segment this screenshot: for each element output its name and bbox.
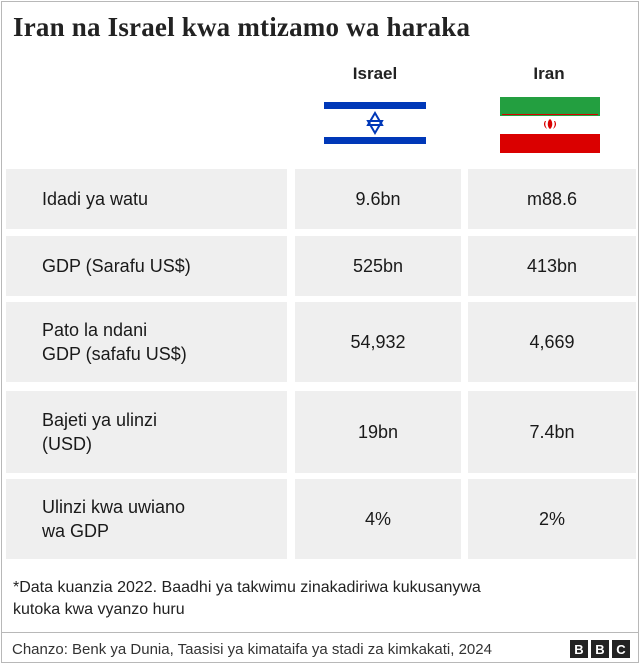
- table-row: Ulinzi kwa uwiano wa GDP 4% 2%: [6, 479, 636, 559]
- bbc-logo: B B C: [570, 640, 630, 658]
- logo-letter: C: [612, 640, 630, 658]
- table-row: Idadi ya watu 9.6bn m88.6: [6, 169, 636, 229]
- israel-value: 54,932: [295, 302, 461, 382]
- row-label: GDP (Sarafu US$): [6, 236, 287, 296]
- row-label: Ulinzi kwa uwiano wa GDP: [6, 479, 287, 559]
- footnote: *Data kuanzia 2022. Baadhi ya takwimu zi…: [13, 579, 481, 618]
- iran-value: 2%: [468, 479, 636, 559]
- logo-letter: B: [591, 640, 609, 658]
- row-label: Pato la ndani GDP (safafu US$): [6, 302, 287, 382]
- table-row: Bajeti ya ulinzi (USD) 19bn 7.4bn: [6, 391, 636, 473]
- israel-value: 19bn: [295, 391, 461, 473]
- iran-value: 4,669: [468, 302, 636, 382]
- table-row: GDP (Sarafu US$) 525bn 413bn: [6, 236, 636, 296]
- page-title: Iran na Israel kwa mtizamo wa haraka: [13, 12, 471, 42]
- logo-letter: B: [570, 640, 588, 658]
- row-label: Idadi ya watu: [6, 169, 287, 229]
- column-header-iran: Iran: [533, 64, 565, 83]
- iran-flag-icon: [500, 97, 600, 153]
- israel-value: 525bn: [295, 236, 461, 296]
- iran-value: m88.6: [468, 169, 636, 229]
- source-text: Chanzo: Benk ya Dunia, Taasisi ya kimata…: [12, 641, 492, 658]
- iran-value: 413bn: [468, 236, 636, 296]
- column-header-israel: Israel: [352, 64, 398, 83]
- israel-value: 9.6bn: [295, 169, 461, 229]
- iran-value: 7.4bn: [468, 391, 636, 473]
- israel-value: 4%: [295, 479, 461, 559]
- table-row: Pato la ndani GDP (safafu US$) 54,932 4,6…: [6, 302, 636, 382]
- israel-flag-icon: [324, 97, 426, 149]
- row-label: Bajeti ya ulinzi (USD): [6, 391, 287, 473]
- footer: Chanzo: Benk ya Dunia, Taasisi ya kimata…: [2, 632, 638, 663]
